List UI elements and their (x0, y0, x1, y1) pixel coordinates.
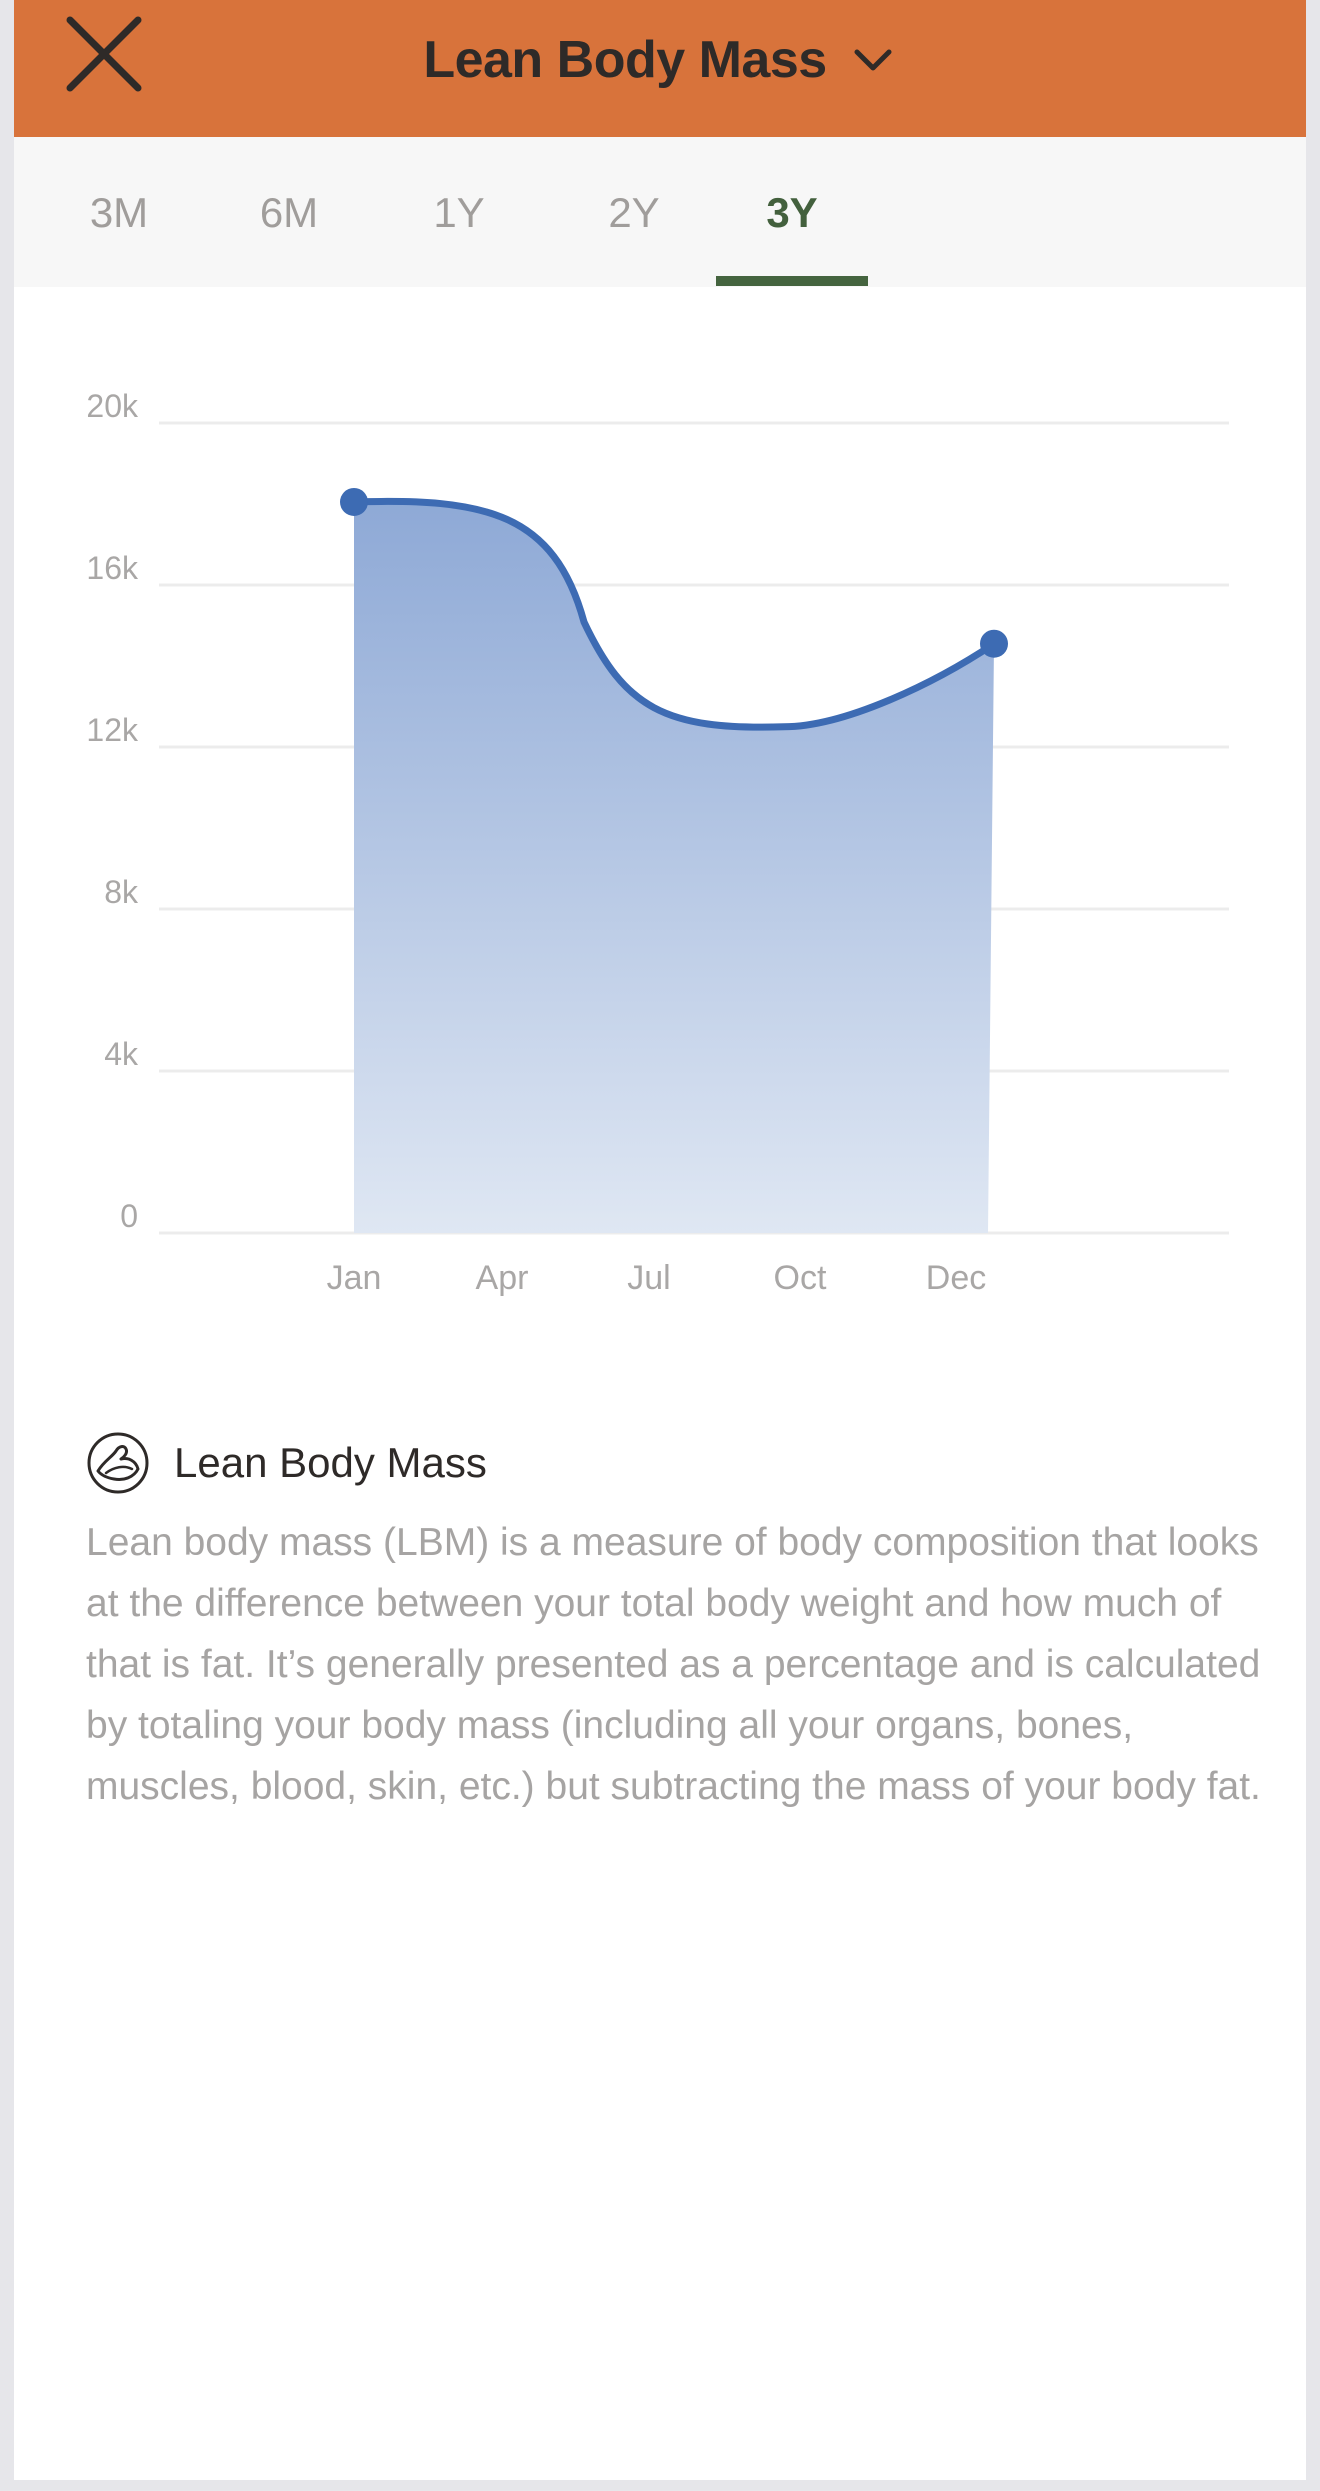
tab-3m[interactable]: 3M (89, 189, 149, 236)
data-point-jan (340, 487, 368, 516)
x-tick-label: Dec (926, 1259, 986, 1297)
muscle-arm-icon (87, 1432, 149, 1494)
close-button[interactable] (64, 14, 144, 94)
series-line (350, 497, 998, 731)
description-title: Lean Body Mass (174, 1439, 487, 1486)
y-tick-label: 16k (86, 550, 139, 586)
y-tick-label: 8k (104, 874, 139, 910)
series-area (354, 501, 994, 1233)
data-point-dec (980, 629, 1008, 658)
active-tab-indicator (716, 276, 868, 286)
x-tick-label: Jan (327, 1259, 382, 1297)
description-text: Lean body mass (LBM) is a measure of bod… (86, 1521, 1261, 1808)
page-title: Lean Body Mass (423, 31, 827, 89)
y-tick-label: 0 (120, 1198, 138, 1234)
metric-selector[interactable]: Lean Body Mass (14, 0, 1306, 120)
header-bar: Lean Body Mass (14, 0, 1306, 137)
app-screen: Lean Body Mass 3M 6M 1Y 2Y 3Y 20k 16k 12k 8 (14, 0, 1306, 2480)
y-tick-label: 12k (86, 712, 139, 748)
chevron-down-icon (854, 49, 892, 71)
tab-3y[interactable]: 3Y (766, 189, 818, 236)
x-tick-label: Apr (476, 1259, 529, 1297)
y-tick-label: 4k (104, 1036, 139, 1072)
x-tick-label: Oct (774, 1259, 827, 1297)
tab-6m[interactable]: 6M (259, 189, 319, 236)
description-section: Lean Body Mass Lean body mass (LBM) is a… (86, 1428, 1266, 1817)
chart-svg: 20k 16k 12k 8k 4k 0 Jan Apr Jul Oct Dec (86, 388, 1229, 1297)
x-tick-label: Jul (627, 1259, 670, 1297)
tab-2y[interactable]: 2Y (608, 189, 660, 236)
close-icon (66, 16, 142, 92)
y-tick-label: 20k (86, 388, 139, 424)
description-header: Lean Body Mass (86, 1428, 1266, 1498)
lean-body-mass-chart: 20k 16k 12k 8k 4k 0 Jan Apr Jul Oct Dec (14, 287, 1306, 1357)
tab-1y[interactable]: 1Y (433, 189, 485, 236)
range-tabs: 3M 6M 1Y 2Y 3Y (14, 137, 1306, 287)
